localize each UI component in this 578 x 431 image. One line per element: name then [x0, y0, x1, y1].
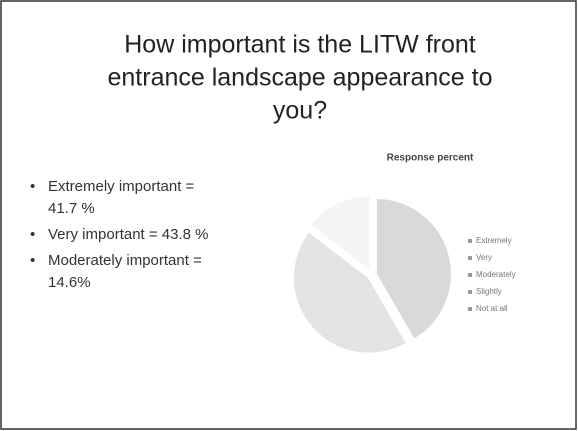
legend-swatch: [468, 256, 472, 260]
legend-label: Very: [476, 253, 492, 262]
pie-slice: [374, 196, 453, 342]
bullet-text: Moderately important =: [48, 252, 202, 269]
legend-label: Extremely: [476, 236, 512, 245]
slide-title: entrance landscape appearance to: [107, 64, 492, 92]
legend-label: Not at all: [476, 304, 508, 313]
chart-title: Response percent: [387, 153, 474, 164]
legend-swatch: [468, 290, 472, 294]
bullet-text: 41.7 %: [48, 200, 95, 217]
legend-swatch: [468, 239, 472, 243]
pie-slice: [291, 229, 409, 355]
bullet-dot: •: [30, 226, 35, 243]
legend-label: Slightly: [476, 287, 502, 296]
bullet-dot: •: [30, 178, 35, 195]
legend-label: Moderately: [476, 270, 516, 279]
legend-swatch: [468, 273, 472, 277]
slide-title: How important is the LITW front: [124, 31, 476, 59]
bullet-dot: •: [30, 252, 35, 269]
pie-slice: [308, 194, 372, 274]
bullet-text: Very important = 43.8 %: [48, 226, 209, 243]
legend-swatch: [468, 307, 472, 311]
bullet-text: 14.6%: [48, 274, 91, 291]
bullet-text: Extremely important =: [48, 178, 195, 195]
slide-title: you?: [273, 97, 327, 125]
